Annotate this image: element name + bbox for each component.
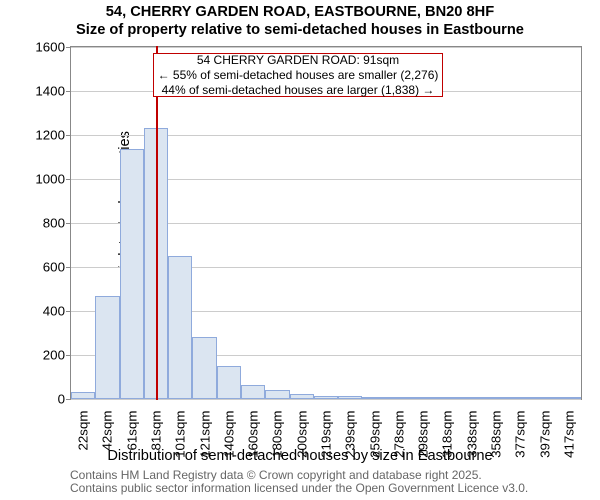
y-tick-label: 1600: [35, 40, 71, 55]
histogram-bar: [484, 397, 508, 399]
y-tick-label: 200: [43, 348, 71, 363]
histogram-bar: [508, 397, 532, 399]
y-tick-label: 1400: [35, 84, 71, 99]
histogram-bar: [265, 390, 289, 399]
histogram-bar: [362, 397, 386, 399]
x-axis-label: Distribution of semi-detached houses by …: [0, 448, 600, 464]
callout-line: 44% of semi-detached houses are larger (…: [162, 83, 435, 98]
y-tick-label: 0: [58, 392, 71, 407]
grid-line: [71, 47, 581, 48]
histogram-bar: [532, 397, 556, 399]
chart-title-line2: Size of property relative to semi-detach…: [0, 22, 600, 38]
histogram-bar: [217, 366, 241, 399]
histogram-bar: [290, 394, 314, 400]
y-tick-label: 1200: [35, 128, 71, 143]
x-tick-label: 42sqm: [100, 407, 115, 451]
callout-box: 54 CHERRY GARDEN ROAD: 91sqm← 55% of sem…: [153, 53, 443, 97]
y-tick-label: 1000: [35, 172, 71, 187]
property-size-histogram: 54, CHERRY GARDEN ROAD, EASTBOURNE, BN20…: [0, 0, 600, 500]
callout-line: 54 CHERRY GARDEN ROAD: 91sqm: [197, 53, 399, 68]
histogram-bar: [338, 396, 362, 399]
histogram-bar: [411, 397, 435, 399]
credit-line-2: Contains public sector information licen…: [70, 481, 528, 495]
chart-title-line1: 54, CHERRY GARDEN ROAD, EASTBOURNE, BN20…: [0, 4, 600, 20]
histogram-bar: [71, 392, 95, 399]
subject-property-marker: [156, 46, 158, 400]
callout-line: ← 55% of semi-detached houses are smalle…: [158, 68, 439, 83]
plot-area: 0200400600800100012001400160022sqm42sqm6…: [70, 46, 582, 400]
y-tick-label: 600: [43, 260, 71, 275]
grid-line: [71, 399, 581, 400]
histogram-bar: [460, 397, 484, 399]
credit-line-1: Contains HM Land Registry data © Crown c…: [70, 468, 482, 482]
x-tick-label: 22sqm: [76, 407, 91, 451]
histogram-bar: [387, 397, 411, 399]
x-tick-label: 81sqm: [149, 407, 164, 451]
histogram-bar: [241, 385, 265, 399]
y-tick-label: 400: [43, 304, 71, 319]
y-tick-label: 800: [43, 216, 71, 231]
histogram-bar: [557, 397, 581, 399]
histogram-bar: [168, 256, 192, 399]
x-tick-label: 61sqm: [124, 407, 139, 451]
histogram-bar: [314, 396, 338, 399]
histogram-bar: [435, 397, 459, 399]
histogram-bar: [192, 337, 216, 399]
histogram-bar: [120, 149, 144, 399]
histogram-bar: [95, 296, 119, 399]
